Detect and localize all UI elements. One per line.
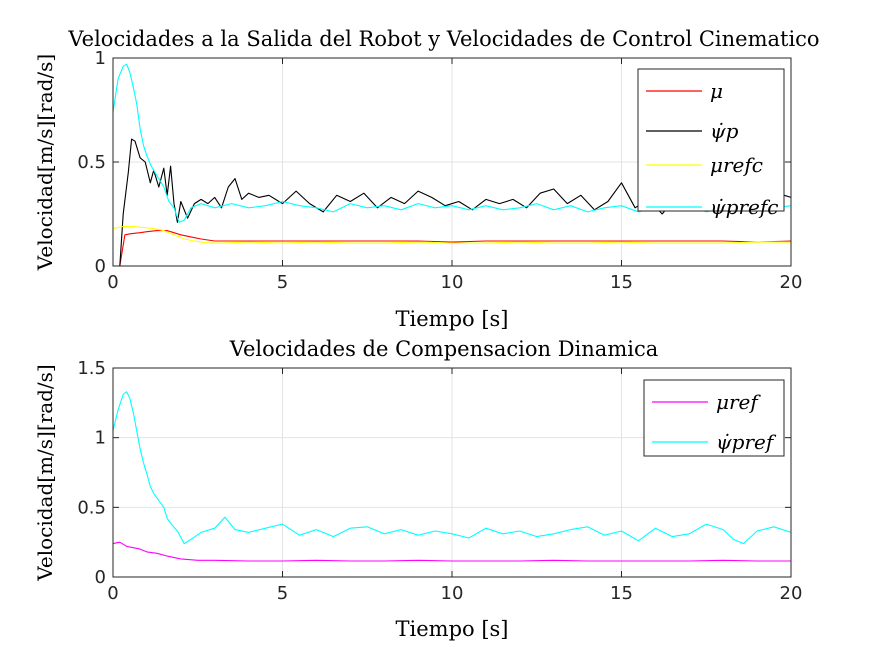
legend: μ ψ̇p μrefc ψ̇prefc — [637, 68, 785, 219]
legend-label-1: μref — [716, 390, 761, 414]
y-tick-label: 1.5 — [77, 358, 106, 379]
legend-label-1: μ — [710, 79, 723, 103]
y-axis-label: Velocidad[m/s][rad/s] — [33, 364, 57, 581]
x-tick-label: 5 — [277, 272, 288, 293]
x-axis-label: Tiempo [s] — [396, 617, 509, 641]
y-tick-label: 0.5 — [77, 152, 106, 173]
x-tick-label: 0 — [107, 272, 118, 293]
x-tick-label: 5 — [277, 583, 288, 604]
series-line-1 — [113, 230, 792, 267]
x-tick-label: 10 — [441, 583, 464, 604]
series-line-2 — [112, 391, 792, 545]
y-tick-label: 1 — [95, 48, 106, 69]
y-tick-label: 0 — [95, 567, 106, 588]
legend-label-3: μrefc — [710, 153, 763, 177]
legend-label-2: ψ̇pref — [716, 430, 777, 454]
series-line-3 — [112, 225, 791, 244]
x-tick-label: 20 — [780, 272, 803, 293]
chart-title: Velocidades de Compensacion Dinamica — [229, 337, 658, 361]
chart-panel-2: 0 5 10 15 20 0 0.5 1 1.5 Velocidades de Compensac… — [33, 337, 802, 641]
x-tick-label: 0 — [107, 583, 118, 604]
legend-box — [643, 379, 785, 457]
series-line-1 — [112, 541, 791, 562]
legend-box — [637, 68, 785, 212]
y-tick-label: 1 — [95, 428, 106, 449]
y-axis-label: Velocidad[m/s][rad/s] — [33, 54, 57, 271]
x-tick-label: 15 — [610, 272, 633, 293]
legend: μref ψ̇pref — [643, 379, 785, 457]
legend-label-4: ψ̇prefc — [710, 195, 779, 219]
x-tick-label: 10 — [441, 272, 464, 293]
legend-label-2: ψ̇p — [710, 119, 739, 143]
x-tick-label: 15 — [610, 583, 633, 604]
y-tick-label: 0.5 — [77, 497, 106, 518]
x-tick-label: 20 — [780, 583, 803, 604]
y-tick-label: 0 — [95, 256, 106, 277]
series-line-4 — [112, 63, 792, 223]
chart-title: Velocidades a la Salida del Robot y Velo… — [67, 27, 819, 51]
x-axis-label: Tiempo [s] — [396, 307, 509, 331]
